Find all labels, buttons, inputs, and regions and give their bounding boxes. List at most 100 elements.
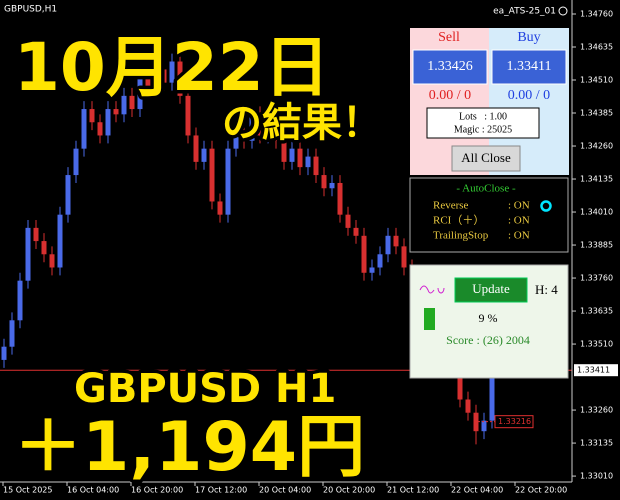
candle-body <box>353 227 359 236</box>
current-price-label: 1.33411 <box>577 366 610 375</box>
all-close-label[interactable]: All Close <box>461 150 511 165</box>
candle-body <box>361 235 367 273</box>
candle-body <box>321 175 327 189</box>
candle-body <box>105 109 111 136</box>
candle-body <box>169 61 175 83</box>
percent: 9 % <box>479 311 498 325</box>
y-tick-label: 1.33260 <box>580 406 613 415</box>
x-tick-label: 15 Oct 2025 <box>3 486 52 495</box>
update-label[interactable]: Update <box>472 281 510 296</box>
candle-body <box>145 77 151 88</box>
y-tick-label: 1.34510 <box>580 76 613 85</box>
candle-body <box>153 69 159 88</box>
candle-body <box>49 254 55 268</box>
candle-body <box>41 241 47 255</box>
candle-body <box>281 140 287 162</box>
x-tick-label: 22 Oct 20:00 <box>515 486 567 495</box>
x-tick-label: 17 Oct 12:00 <box>195 486 247 495</box>
y-tick-label: 1.33635 <box>580 307 613 316</box>
ea-icon <box>558 6 568 16</box>
x-tick-label: 20 Oct 20:00 <box>323 486 375 495</box>
info-box <box>426 107 540 139</box>
candle-body <box>209 148 215 202</box>
candle-body <box>249 114 255 141</box>
y-tick-label: 1.34135 <box>580 175 613 184</box>
candle-body <box>177 61 183 96</box>
autoclose-name: RCI（＋） <box>433 214 484 227</box>
progress-bar <box>424 308 435 330</box>
candle-body <box>465 399 471 413</box>
overlay-pair: GBPUSD H1 <box>74 366 336 412</box>
y-tick-label: 1.33135 <box>580 439 613 448</box>
autoclose-panel <box>409 177 569 253</box>
candle-body <box>305 156 311 168</box>
candle-body <box>233 130 239 149</box>
candle-body <box>225 148 231 215</box>
overlay-date: 10月22日 <box>14 29 330 106</box>
candle-body <box>473 412 479 432</box>
candle-body <box>121 95 127 115</box>
candle-body <box>489 370 495 421</box>
candle-body <box>193 135 199 162</box>
autoclose-toggle[interactable] <box>540 200 552 212</box>
autoclose-state: : ON <box>508 230 530 242</box>
candle-body <box>241 130 247 141</box>
sell-header: Sell <box>438 30 460 45</box>
y-tick-label: 1.34260 <box>580 142 613 151</box>
candle-body <box>161 69 167 83</box>
hour-label: H: 4 <box>535 282 558 297</box>
candle-body <box>65 175 71 215</box>
candle-body <box>401 246 407 268</box>
x-tick-label: 16 Oct 04:00 <box>67 486 119 495</box>
candle-body <box>273 122 279 141</box>
autoclose-state: : ON <box>508 200 530 212</box>
candle-body <box>385 235 391 255</box>
autoclose-title: - AutoClose - <box>456 183 516 195</box>
candle-body <box>9 320 15 347</box>
ea-label: ea_ATS-25_01 <box>493 7 556 17</box>
y-tick-label: 1.33010 <box>580 472 613 481</box>
candle-body <box>201 148 207 162</box>
buy-position: 0.00 / 0 <box>508 88 550 103</box>
candle-body <box>257 114 263 136</box>
symbol-label: GBPUSD,H1 <box>4 5 57 15</box>
y-tick-label: 1.33510 <box>580 340 613 349</box>
candle-body <box>265 122 271 136</box>
x-tick-label: 22 Oct 04:00 <box>451 486 503 495</box>
lots: Lots : 1.00 <box>459 111 507 122</box>
candle-body <box>33 227 39 242</box>
candle-body <box>393 235 399 247</box>
candle-body <box>17 280 23 321</box>
y-tick-label: 1.33885 <box>580 241 613 250</box>
order-label: 1.33216 <box>498 417 531 426</box>
y-tick-label: 1.34760 <box>580 9 613 18</box>
y-tick-label: 1.34385 <box>580 109 613 118</box>
candle-body <box>97 122 103 136</box>
buy-button[interactable] <box>491 49 567 85</box>
overlay-profit: ＋1,194円 <box>14 408 365 487</box>
candle-body <box>217 201 223 215</box>
y-tick-label: 1.34010 <box>580 208 613 217</box>
autoclose-rows: Reverse: ON RCI（＋）: ON TrailingStop: ON <box>433 200 530 242</box>
magic: Magic : 25025 <box>454 124 512 135</box>
autoclose-name: TrailingStop <box>433 230 489 242</box>
candle-body <box>57 214 63 268</box>
x-tick-label: 20 Oct 04:00 <box>259 486 311 495</box>
buy-header: Buy <box>517 30 540 45</box>
score: Score : (26) 2004 <box>446 333 530 347</box>
candle-body <box>297 148 303 168</box>
candle-body <box>1 346 7 360</box>
candle-body <box>129 95 135 110</box>
candle-body <box>329 182 335 189</box>
candle-body <box>137 77 143 110</box>
all-close-button[interactable] <box>451 145 521 172</box>
order-box <box>494 415 534 429</box>
candle-body <box>377 254 383 268</box>
sell-price[interactable]: 1.33426 <box>427 59 473 74</box>
sell-button[interactable] <box>412 49 488 85</box>
candle-body <box>337 182 343 215</box>
buy-price[interactable]: 1.33411 <box>507 59 552 74</box>
candle-body <box>89 109 95 123</box>
update-button[interactable] <box>454 277 528 303</box>
candle-body <box>313 156 319 176</box>
